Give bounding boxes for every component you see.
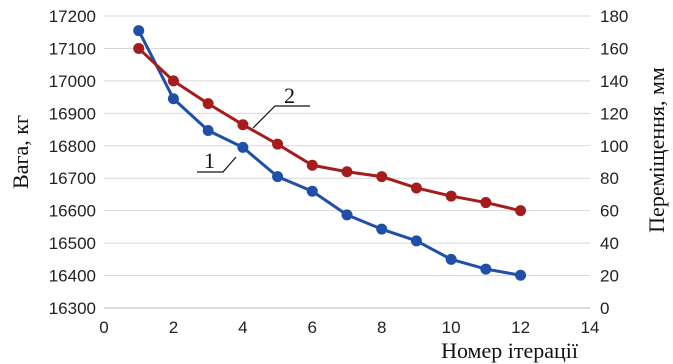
y-right-tick-label: 180 bbox=[600, 7, 628, 26]
y-axis-left-title: Вага, кг bbox=[8, 115, 33, 189]
x-tick-label: 12 bbox=[511, 318, 530, 337]
series-2-point bbox=[167, 75, 179, 87]
series-1-line bbox=[137, 29, 521, 277]
x-tick-label: 14 bbox=[581, 318, 600, 337]
series-2-point bbox=[133, 42, 145, 54]
series-callouts: 2 1 bbox=[197, 83, 310, 173]
series-2-point bbox=[306, 159, 318, 171]
series-1-point bbox=[272, 171, 284, 183]
series-1-point bbox=[480, 263, 492, 275]
series-2-point bbox=[445, 190, 457, 202]
series-1-point bbox=[167, 93, 179, 105]
series-1-point bbox=[515, 269, 527, 281]
series-1-point bbox=[445, 253, 457, 265]
series-2-point bbox=[237, 119, 249, 131]
tick-labels: 1630016400165001660016700168001690017000… bbox=[49, 7, 629, 337]
series-1-point bbox=[306, 185, 318, 197]
y-left-tick-label: 16600 bbox=[49, 202, 96, 221]
y-right-tick-label: 100 bbox=[600, 137, 628, 156]
y-left-tick-label: 16500 bbox=[49, 234, 96, 253]
y-right-tick-label: 20 bbox=[600, 267, 619, 286]
y-left-tick-label: 17000 bbox=[49, 72, 96, 91]
y-right-tick-label: 60 bbox=[600, 202, 619, 221]
y-left-tick-label: 16700 bbox=[49, 169, 96, 188]
series bbox=[133, 25, 527, 281]
x-tick-label: 10 bbox=[442, 318, 461, 337]
y-right-tick-label: 140 bbox=[600, 72, 628, 91]
x-tick-label: 0 bbox=[99, 318, 108, 337]
series-2-point bbox=[341, 166, 353, 178]
y-right-tick-label: 40 bbox=[600, 234, 619, 253]
x-tick-label: 4 bbox=[238, 318, 247, 337]
grid bbox=[104, 15, 590, 277]
series-1-point bbox=[237, 141, 249, 153]
series-2-point bbox=[272, 138, 284, 150]
series-1-point bbox=[202, 125, 214, 137]
y-left-tick-label: 17100 bbox=[49, 39, 96, 58]
x-tick-label: 2 bbox=[169, 318, 178, 337]
y-left-tick-label: 16400 bbox=[49, 267, 96, 286]
series-2-point bbox=[410, 182, 422, 194]
y-left-tick-label: 16800 bbox=[49, 137, 96, 156]
series-2-label: 2 bbox=[284, 83, 295, 108]
y-left-tick-label: 17200 bbox=[49, 7, 96, 26]
series-1-point bbox=[376, 223, 388, 235]
y-right-tick-label: 80 bbox=[600, 169, 619, 188]
y-left-tick-label: 16300 bbox=[49, 299, 96, 318]
series-1-label: 1 bbox=[204, 148, 215, 173]
y-axis-right-title: Переміщення, мм bbox=[644, 67, 669, 233]
y-right-tick-label: 120 bbox=[600, 104, 628, 123]
callout-leader-1 bbox=[197, 156, 237, 173]
y-left-tick-label: 16900 bbox=[49, 104, 96, 123]
series-2-point bbox=[480, 197, 492, 209]
series-2-line bbox=[137, 47, 521, 213]
x-axis-title: Номер ітерації bbox=[441, 338, 579, 363]
y-right-tick-label: 0 bbox=[600, 299, 609, 318]
callout-leader-2 bbox=[252, 105, 310, 129]
series-1-point bbox=[410, 235, 422, 247]
y-right-tick-label: 160 bbox=[600, 39, 628, 58]
series-2-point bbox=[376, 171, 388, 183]
series-2-point bbox=[515, 205, 527, 217]
series-1-point bbox=[133, 25, 145, 37]
x-tick-label: 8 bbox=[377, 318, 386, 337]
series-2-point bbox=[202, 98, 214, 110]
series-1-point bbox=[341, 209, 353, 221]
x-tick-label: 6 bbox=[308, 318, 317, 337]
